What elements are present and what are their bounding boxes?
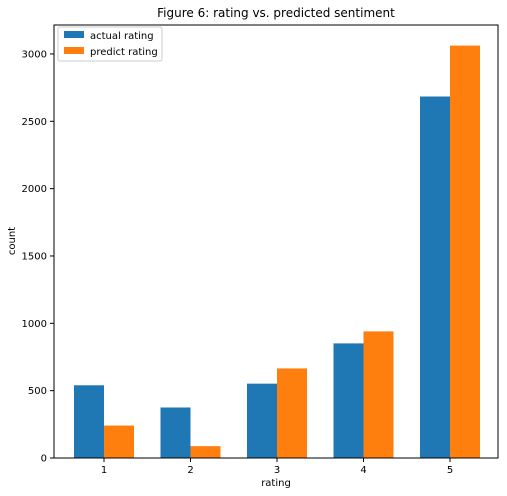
x-tick-label: 2 [187,465,193,476]
y-tick-label: 0 [41,454,47,465]
y-tick-label: 500 [28,386,47,397]
bar-predict-rating-2 [190,446,221,458]
bar-actual-rating-5 [420,96,450,458]
plot-area [74,45,480,458]
bar-predict-rating-5 [450,45,480,458]
bar-actual-rating-3 [247,383,277,458]
legend: actual rating predict rating [57,26,163,62]
y-tick-label: 2000 [22,184,47,195]
legend-label-actual: actual rating [90,31,154,42]
x-tick-label: 4 [360,465,366,476]
axes-frame [53,24,499,459]
legend-swatch-actual [64,31,84,38]
x-tick-label: 1 [101,465,107,476]
chart-title: Figure 6: rating vs. predicted sentiment [157,6,395,20]
y-tick-label: 3000 [22,49,47,60]
bar-predict-rating-3 [277,368,307,458]
bar-predict-rating-4 [363,331,394,458]
x-tick-label: 5 [447,465,453,476]
y-tick-label: 1500 [22,251,47,262]
x-axis: 1 2 3 4 5 [101,458,453,476]
legend-label-predict: predict rating [90,47,158,58]
x-tick-label: 3 [274,465,280,476]
y-axis-label: count [7,227,18,255]
bar-predict-rating-1 [104,425,134,458]
legend-swatch-predict [64,47,84,54]
bar-actual-rating-1 [74,385,104,458]
y-tick-label: 1000 [22,319,47,330]
bar-actual-rating-4 [333,343,364,458]
y-tick-label: 2500 [22,117,47,128]
bar-actual-rating-2 [160,407,191,458]
x-axis-label: rating [261,478,291,489]
y-axis: 0 500 1000 1500 2000 2500 3000 [22,49,54,465]
